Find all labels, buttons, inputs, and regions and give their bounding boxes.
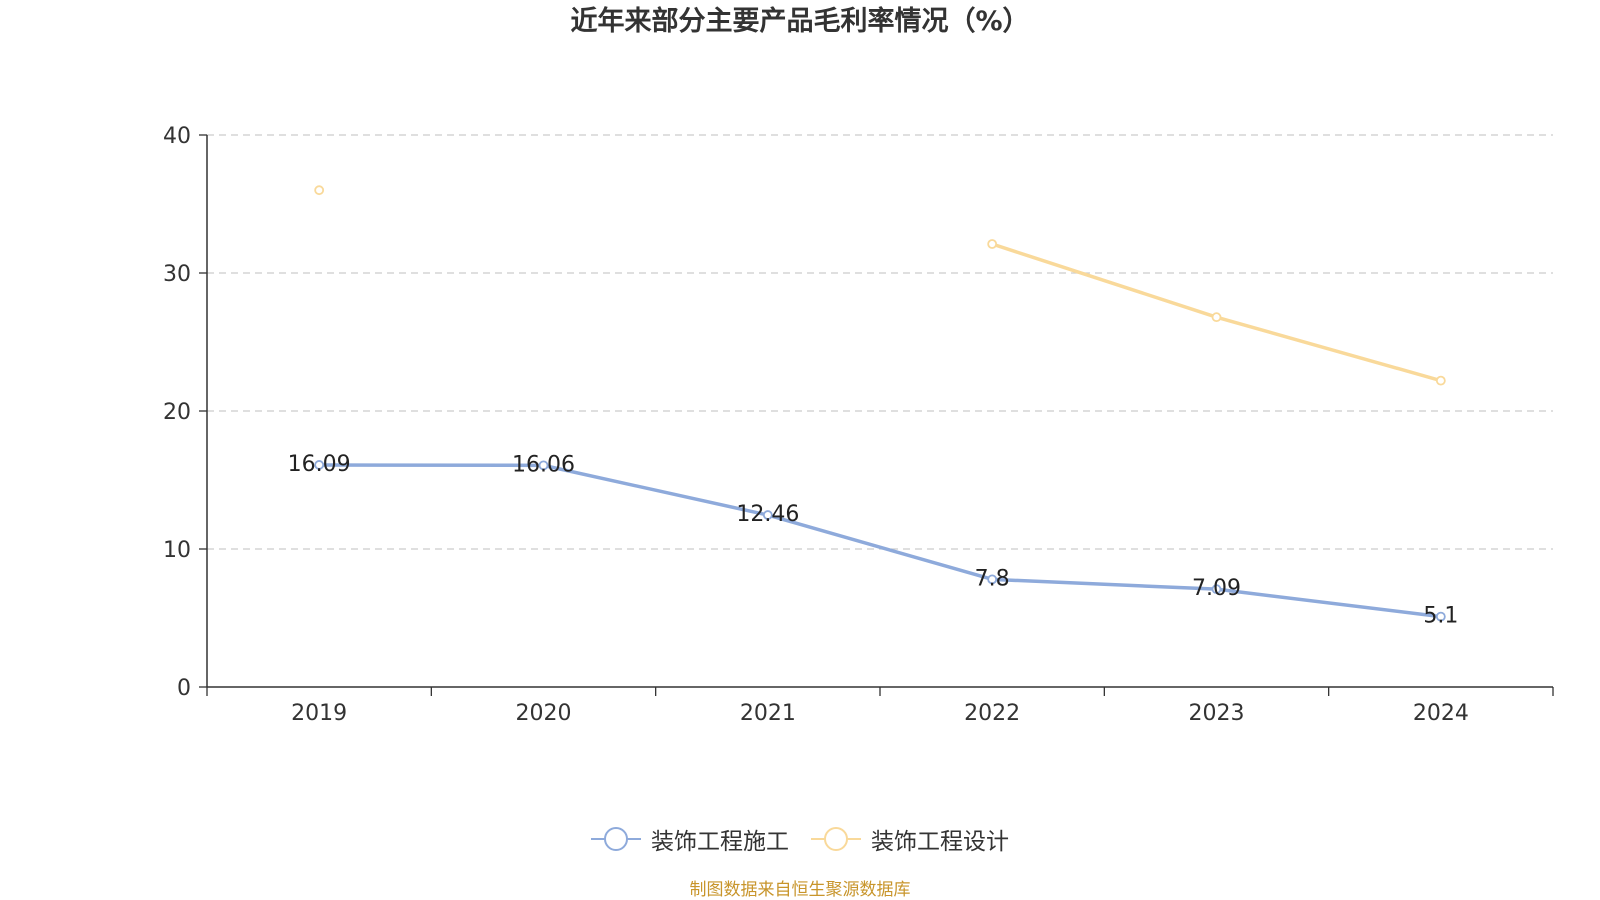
- data-point: [538, 460, 549, 471]
- data-label: 16.09: [288, 452, 351, 477]
- data-point: [762, 510, 773, 520]
- x-tick-label: 2023: [1189, 701, 1245, 726]
- series-1: 16.09 16.06 12.46 7.8 7.09 5.1: [288, 452, 1459, 629]
- chart-legend: 装饰工程施工 装饰工程设计: [0, 822, 1600, 856]
- legend-label: 装饰工程施工: [651, 829, 789, 855]
- data-point: [314, 185, 325, 196]
- data-point: [1211, 584, 1222, 595]
- data-label: 5.1: [1423, 604, 1458, 629]
- y-tick-label: 0: [177, 676, 191, 701]
- x-tick-label: 2021: [740, 701, 796, 726]
- legend-item[interactable]: 装饰工程设计: [811, 822, 1009, 856]
- data-point: [1435, 611, 1446, 622]
- legend-label: 装饰工程设计: [871, 829, 1009, 855]
- data-label: 16.06: [512, 452, 575, 477]
- data-point: [1211, 312, 1222, 323]
- data-point: [1435, 375, 1446, 386]
- data-point: [987, 574, 998, 585]
- y-tick-label: 20: [163, 400, 191, 425]
- series-2: [314, 185, 1446, 386]
- y-tick-label: 30: [163, 262, 191, 287]
- data-label: 7.09: [1192, 576, 1241, 601]
- x-tick-label: 2019: [291, 701, 347, 726]
- chart-title: 近年来部分主要产品毛利率情况（%）: [570, 6, 1030, 37]
- y-tick-label: 40: [163, 124, 191, 149]
- x-tick-label: 2024: [1413, 701, 1469, 726]
- data-point: [314, 460, 325, 470]
- legend-item[interactable]: 装饰工程施工: [591, 822, 789, 856]
- data-label: 7.8: [975, 566, 1010, 591]
- series-line: [317, 463, 1443, 619]
- y-tick-label: 10: [163, 538, 191, 563]
- source-note: 制图数据来自恒生聚源数据库: [689, 880, 911, 900]
- data-label: 12.46: [736, 502, 799, 527]
- legend-swatch-icon: [591, 825, 641, 853]
- x-tick-label: 2022: [964, 701, 1020, 726]
- legend-swatch-icon: [811, 825, 861, 853]
- x-tick-label: 2020: [516, 701, 572, 726]
- data-point: [987, 239, 998, 249]
